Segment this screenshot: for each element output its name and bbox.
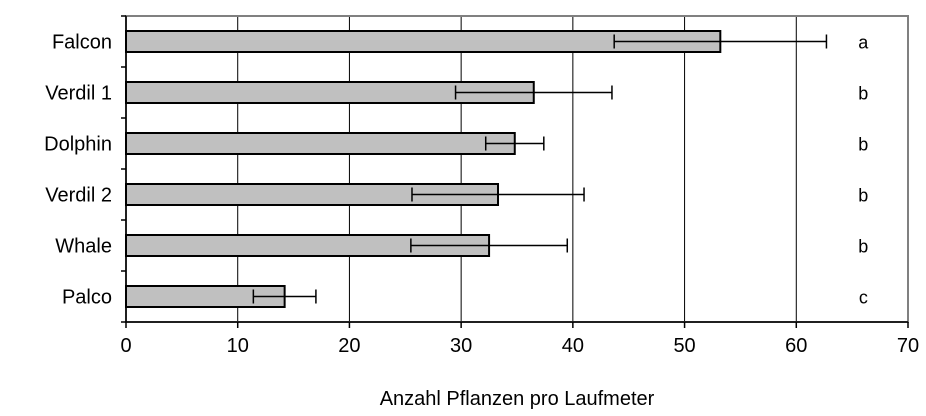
- significance-letter: b: [858, 135, 868, 155]
- category-label: Verdil 1: [45, 83, 112, 105]
- bar: [125, 132, 516, 155]
- x-tick-label: 70: [897, 335, 919, 357]
- category-label: Dolphin: [44, 134, 112, 156]
- category-labels: Falcon Verdil 1 Dolphin Verdil 2 Whale Palco: [44, 32, 112, 309]
- category-label: Verdil 2: [45, 185, 112, 207]
- category-label: Whale: [55, 236, 112, 258]
- error-bars: [252, 34, 828, 304]
- x-tick-label: 30: [450, 335, 472, 357]
- significance-letter: a: [858, 33, 869, 53]
- significance-letter: c: [859, 288, 868, 308]
- significance-letter: b: [858, 84, 868, 104]
- category-label: Palco: [62, 287, 112, 309]
- significance-letters: a b b b b c: [858, 33, 869, 308]
- bars: [125, 30, 722, 308]
- significance-letter: b: [858, 237, 868, 257]
- significance-letter: b: [858, 186, 868, 206]
- gridlines: [237, 16, 797, 322]
- axes: [121, 15, 909, 328]
- x-tick-label: 0: [120, 335, 131, 357]
- x-tick-label: 50: [673, 335, 695, 357]
- category-label: Falcon: [52, 32, 112, 54]
- plot-area-frame: [125, 15, 909, 323]
- x-tick-label: 20: [338, 335, 360, 357]
- x-tick-label: 60: [785, 335, 807, 357]
- x-tick-label: 10: [227, 335, 249, 357]
- x-tick-label: 40: [562, 335, 584, 357]
- x-axis-label: Anzahl Pflanzen pro Laufmeter: [380, 388, 655, 410]
- x-tick-labels: 0 10 20 30 40 50 60 70: [120, 335, 919, 357]
